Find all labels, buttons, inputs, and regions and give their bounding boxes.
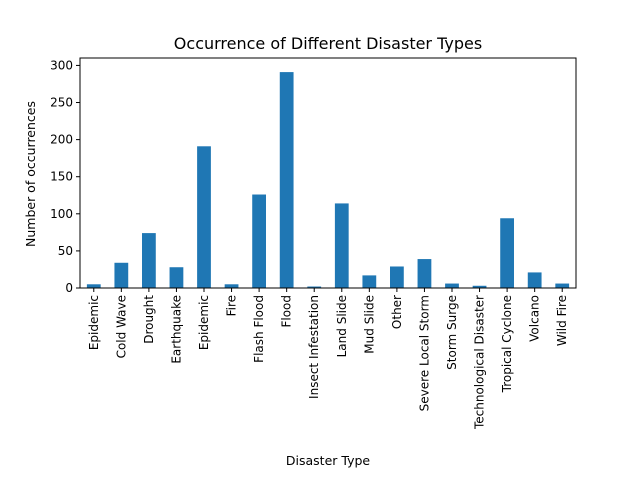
bar-1 (114, 262, 129, 288)
x-tick-label-6: Flash Flood (252, 295, 266, 363)
bar-6 (252, 194, 266, 288)
bar-5 (224, 284, 239, 288)
x-tick-label-13: Storm Surge (445, 295, 459, 370)
x-tick-label-11: Other (390, 295, 404, 329)
bar-series (86, 72, 570, 288)
bar-14 (472, 285, 487, 288)
bar-10 (362, 275, 377, 288)
plot-frame (79, 57, 577, 289)
x-tick-label-10: Mud Slide (362, 295, 376, 354)
bar-2 (142, 233, 156, 288)
x-tick-label-14: Technological Disaster (473, 295, 487, 430)
x-tick-label-7: Flood (280, 295, 294, 328)
bar-17 (555, 283, 570, 288)
x-tick-label-9: Land Slide (335, 295, 349, 357)
x-tick-label-4: Epidemic (197, 295, 211, 350)
x-tick-label-2: Drought (142, 295, 156, 344)
bar-13 (445, 283, 459, 288)
x-tick-label-1: Cold Wave (114, 295, 128, 358)
bar-0 (86, 284, 101, 288)
y-axis-ticks: 0 50 100 150 200 250 300 (50, 58, 80, 295)
x-tick-label-15: Tropical Cyclone (500, 295, 514, 393)
bar-4 (197, 146, 211, 288)
y-tick-label-3: 150 (50, 170, 73, 184)
x-tick-label-0: Epidemic (87, 295, 101, 350)
y-tick-label-5: 250 (50, 96, 73, 110)
x-tick-label-3: Earthquake (169, 295, 183, 364)
bar-3 (169, 267, 184, 288)
y-axis-label: Number of occurrences (23, 101, 38, 247)
x-tick-label-16: Volcano (528, 295, 542, 342)
y-tick-label-4: 200 (50, 133, 73, 147)
bar-12 (417, 259, 432, 288)
x-tick-label-12: Severe Local Storm (417, 295, 431, 411)
y-tick-label-6: 300 (50, 58, 73, 72)
chart-title: Occurrence of Different Disaster Types (174, 34, 482, 53)
y-tick-label-1: 50 (58, 244, 73, 258)
x-axis-ticks: Epidemic Cold Wave Drought Earthquake Epidem… (87, 288, 569, 430)
bar-9 (334, 203, 349, 288)
bar-11 (390, 266, 404, 288)
x-axis-label: Disaster Type (286, 453, 371, 468)
x-tick-label-5: Fire (225, 295, 239, 316)
bar-7 (279, 72, 294, 288)
x-tick-label-8: Insect Infestation (307, 295, 321, 399)
bar-8 (307, 286, 322, 288)
bar-15 (500, 218, 514, 288)
bar-16 (527, 272, 542, 288)
y-tick-label-0: 0 (65, 281, 73, 295)
y-tick-label-2: 100 (50, 207, 73, 221)
x-tick-label-17: Wild Fire (555, 295, 569, 346)
